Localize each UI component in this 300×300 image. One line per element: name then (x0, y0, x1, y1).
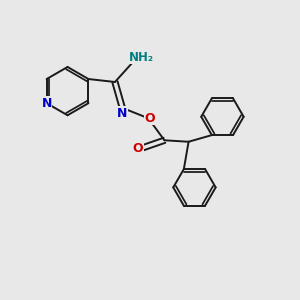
Text: N: N (41, 97, 52, 110)
Text: O: O (144, 112, 155, 125)
Text: N: N (117, 107, 128, 120)
Text: NH₂: NH₂ (129, 51, 154, 64)
Text: O: O (133, 142, 143, 155)
